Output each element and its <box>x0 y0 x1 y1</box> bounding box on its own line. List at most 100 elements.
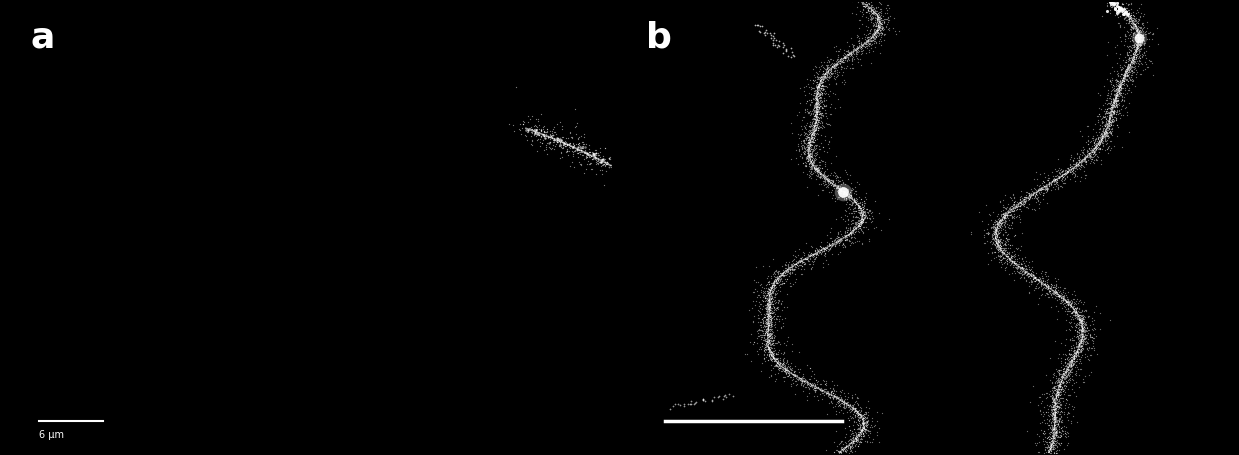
Point <box>783 262 803 269</box>
Point <box>828 400 847 407</box>
Point <box>1085 325 1105 332</box>
Point <box>852 217 872 224</box>
Point <box>807 104 826 111</box>
Point <box>761 303 781 310</box>
Point <box>756 329 776 336</box>
Point <box>1022 276 1042 283</box>
Point <box>1011 267 1031 274</box>
Point <box>823 61 843 68</box>
Point <box>1126 18 1146 25</box>
Point <box>1098 128 1118 136</box>
Point <box>1101 0 1121 4</box>
Point <box>1058 364 1078 371</box>
Point <box>1120 18 1140 25</box>
Point <box>1002 220 1022 227</box>
Point <box>1129 38 1149 46</box>
Point <box>674 401 694 408</box>
Point <box>803 382 823 389</box>
Point <box>818 181 838 188</box>
Point <box>1069 317 1089 324</box>
Point <box>566 140 586 147</box>
Point <box>579 152 598 159</box>
Point <box>809 106 829 114</box>
Point <box>1070 329 1090 337</box>
Point <box>1027 188 1047 195</box>
Point <box>762 320 782 327</box>
Point <box>1131 50 1151 57</box>
Point <box>1047 402 1067 409</box>
Point <box>1038 282 1058 289</box>
Point <box>799 144 819 152</box>
Point <box>1005 214 1025 222</box>
Point <box>856 49 876 56</box>
Point <box>758 337 778 344</box>
Point <box>758 289 778 296</box>
Point <box>854 415 873 422</box>
Point <box>767 36 787 43</box>
Point <box>1097 115 1116 122</box>
Point <box>1002 264 1022 271</box>
Point <box>1064 163 1084 170</box>
Point <box>813 62 833 69</box>
Point <box>1116 12 1136 19</box>
Point <box>767 273 787 281</box>
Point <box>990 236 1010 243</box>
Point <box>829 394 849 401</box>
Point <box>1085 148 1105 156</box>
Point <box>808 107 828 114</box>
Point <box>856 218 876 226</box>
Point <box>1104 0 1124 7</box>
Point <box>805 106 825 113</box>
Point <box>1069 347 1089 354</box>
Point <box>1014 200 1033 207</box>
Point <box>808 124 828 131</box>
Point <box>1056 371 1075 378</box>
Point <box>828 188 847 196</box>
Point <box>862 22 882 29</box>
Point <box>1092 116 1111 123</box>
Point <box>1042 293 1062 301</box>
Point <box>1042 452 1062 455</box>
Point <box>766 296 786 303</box>
Point <box>761 344 781 351</box>
Point <box>1064 355 1084 362</box>
Point <box>807 88 826 96</box>
Point <box>857 205 877 212</box>
Point <box>799 146 819 153</box>
Point <box>792 254 812 262</box>
Point <box>559 147 579 154</box>
Point <box>821 70 841 77</box>
Point <box>867 13 887 20</box>
Point <box>1064 347 1084 354</box>
Point <box>797 143 817 151</box>
Point <box>809 167 829 174</box>
Point <box>1051 173 1070 181</box>
Point <box>752 359 772 366</box>
Point <box>1054 360 1074 367</box>
Point <box>839 193 859 200</box>
Point <box>560 140 580 147</box>
Point <box>839 416 859 424</box>
Point <box>857 1 877 8</box>
Point <box>1125 54 1145 61</box>
Point <box>1097 131 1116 138</box>
Point <box>1027 280 1047 288</box>
Point <box>1101 107 1121 115</box>
Point <box>756 346 776 353</box>
Point <box>821 65 841 72</box>
Point <box>798 141 818 148</box>
Point <box>836 233 856 240</box>
Point <box>1057 164 1077 172</box>
Point <box>1063 305 1083 313</box>
Point <box>1012 202 1032 209</box>
Point <box>824 391 844 399</box>
Point <box>839 49 859 56</box>
Point <box>855 0 875 7</box>
Point <box>1043 411 1063 419</box>
Point <box>705 394 725 401</box>
Point <box>1056 170 1075 177</box>
Point <box>1061 303 1080 310</box>
Point <box>854 215 873 222</box>
Point <box>825 402 845 410</box>
Point <box>995 214 1015 222</box>
